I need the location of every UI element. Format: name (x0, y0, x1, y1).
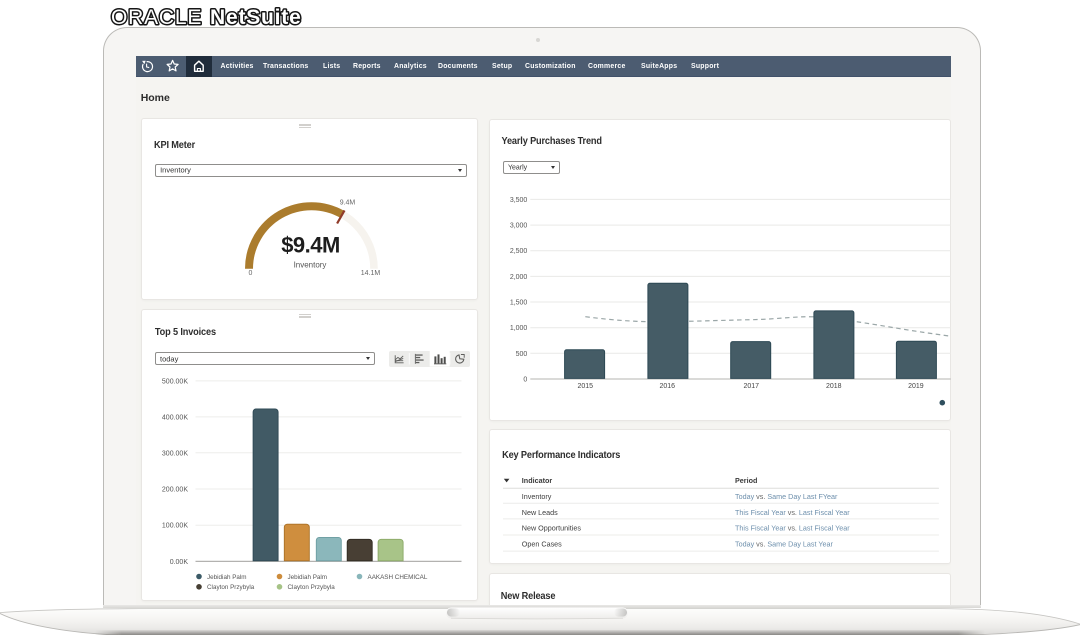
svg-text:100.00K: 100.00K (162, 522, 188, 529)
svg-text:300.00K: 300.00K (162, 450, 188, 457)
svg-text:500.00K: 500.00K (162, 378, 188, 385)
svg-text:Open Cases: Open Cases (521, 540, 561, 549)
svg-text:2018: 2018 (826, 383, 842, 390)
svg-text:1,000: 1,000 (510, 325, 528, 332)
svg-text:Inventory: Inventory (521, 492, 551, 501)
svg-text:Clayton Przybyla: Clayton Przybyla (288, 584, 336, 591)
svg-text:0: 0 (523, 376, 527, 383)
svg-text:3,000: 3,000 (510, 222, 528, 229)
svg-text:2016: 2016 (659, 383, 675, 390)
svg-text:500: 500 (515, 351, 527, 358)
svg-text:Inventory: Inventory (294, 261, 327, 270)
svg-text:New Leads: New Leads (521, 508, 557, 517)
svg-text:Jebidiah Palm: Jebidiah Palm (288, 573, 328, 580)
svg-text:2019: 2019 (908, 383, 924, 390)
svg-text:Clayton Przybyla: Clayton Przybyla (207, 584, 255, 591)
svg-text:3,500: 3,500 (510, 197, 528, 204)
svg-text:0.00K: 0.00K (170, 558, 189, 565)
svg-text:2,500: 2,500 (510, 248, 528, 255)
svg-text:2017: 2017 (743, 383, 759, 390)
svg-text:Indicator: Indicator (521, 476, 552, 485)
svg-text:Period: Period (735, 476, 757, 485)
svg-text:Jebidiah Palm: Jebidiah Palm (207, 573, 247, 580)
svg-text:ORACLE: ORACLE (111, 6, 202, 29)
svg-text:9.4M: 9.4M (340, 200, 356, 207)
svg-text:Today vs. Same Day Last Year: Today vs. Same Day Last Year (735, 540, 834, 549)
svg-text:New Opportunities: New Opportunities (521, 523, 581, 532)
svg-text:400.00K: 400.00K (162, 414, 188, 421)
svg-text:2015: 2015 (577, 383, 593, 390)
svg-text:2,000: 2,000 (510, 274, 528, 281)
svg-text:NetSuite: NetSuite (210, 6, 302, 29)
svg-text:0: 0 (249, 270, 253, 277)
svg-text:This Fiscal Year vs. Last Fisc: This Fiscal Year vs. Last Fiscal Year (735, 508, 850, 517)
svg-text:14.1M: 14.1M (361, 270, 381, 277)
svg-text:1,500: 1,500 (510, 299, 528, 306)
svg-text:AAKASH CHEMICAL: AAKASH CHEMICAL (368, 573, 428, 580)
svg-text:200.00K: 200.00K (162, 486, 188, 493)
svg-text:This Fiscal Year vs. Last Fisc: This Fiscal Year vs. Last Fiscal Year (735, 523, 850, 532)
svg-text:Today vs. Same Day Last FYear: Today vs. Same Day Last FYear (735, 492, 838, 501)
svg-text:$9.4M: $9.4M (282, 233, 341, 258)
